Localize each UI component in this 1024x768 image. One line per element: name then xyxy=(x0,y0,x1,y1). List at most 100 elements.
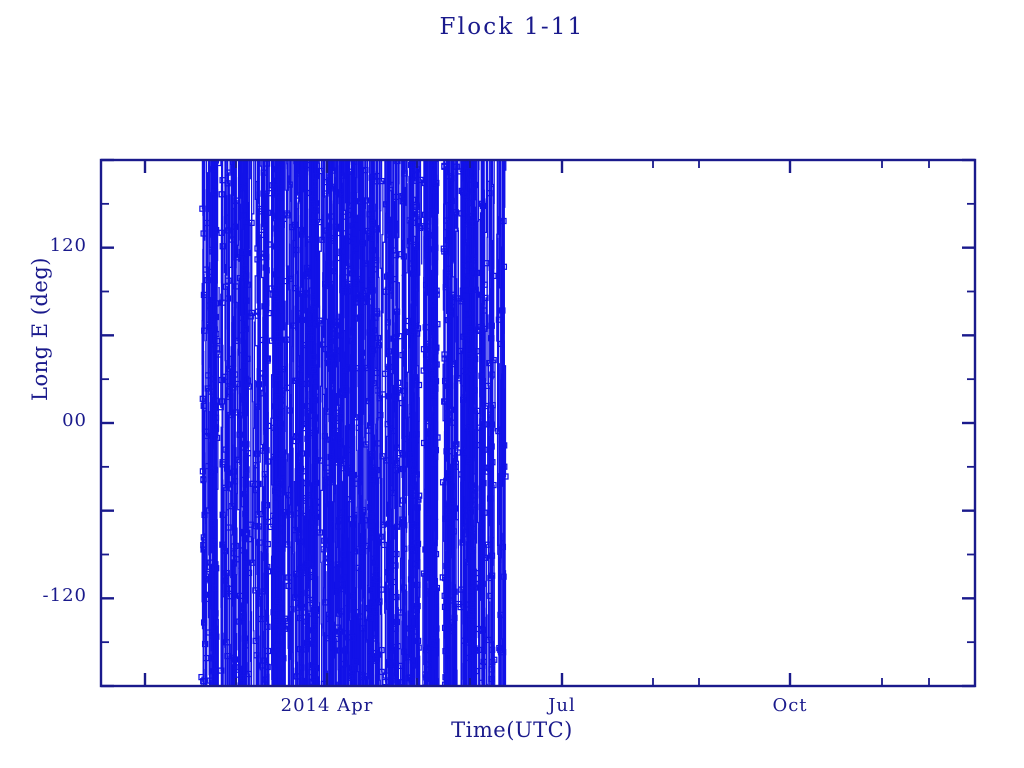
data-point-marker xyxy=(384,319,391,326)
data-point-marker xyxy=(385,520,393,527)
data-point-marker xyxy=(310,304,317,311)
data-point-marker xyxy=(467,508,475,515)
data-point-marker xyxy=(473,269,480,277)
data-point-marker xyxy=(460,396,467,403)
data-point-marker xyxy=(303,403,311,410)
data-point-marker xyxy=(219,461,226,468)
data-point-marker xyxy=(430,187,437,194)
data-point-marker xyxy=(366,422,374,429)
data-point-marker xyxy=(303,560,310,568)
data-point-marker xyxy=(298,450,306,457)
data-point-marker xyxy=(482,402,489,410)
data-point-marker xyxy=(358,349,366,356)
data-point-marker xyxy=(205,372,212,379)
data-point-marker xyxy=(268,337,276,344)
data-point-marker xyxy=(221,547,229,555)
data-point-marker xyxy=(352,548,359,555)
data-point-marker xyxy=(349,592,356,600)
data-point-marker xyxy=(356,475,363,482)
data-point-marker xyxy=(238,248,245,256)
data-point-marker xyxy=(412,492,420,499)
data-point-marker xyxy=(373,308,380,315)
data-point-marker xyxy=(279,366,287,373)
data-track xyxy=(455,161,459,685)
data-point-marker xyxy=(470,349,477,356)
data-point-marker xyxy=(351,511,358,519)
data-point-marker xyxy=(352,245,359,252)
data-point-marker xyxy=(224,393,231,401)
data-track xyxy=(272,161,274,175)
data-point-marker xyxy=(302,512,309,520)
data-point-marker xyxy=(407,161,415,169)
data-point-marker xyxy=(299,646,306,653)
data-point-marker xyxy=(232,283,239,290)
data-point-marker xyxy=(348,168,355,175)
data-point-marker xyxy=(329,185,336,192)
data-point-marker xyxy=(340,289,347,296)
data-point-marker xyxy=(428,369,436,377)
data-point-marker xyxy=(340,551,347,558)
data-point-marker xyxy=(460,367,468,375)
data-point-marker xyxy=(312,513,320,521)
data-point-marker xyxy=(429,208,436,215)
data-point-marker xyxy=(311,623,319,631)
data-point-marker xyxy=(316,529,324,536)
data-point-marker xyxy=(393,444,401,451)
data-point-marker xyxy=(309,305,316,313)
data-point-marker xyxy=(359,673,366,681)
data-point-marker xyxy=(433,344,440,351)
data-point-marker xyxy=(410,270,417,277)
data-point-marker xyxy=(225,593,232,600)
data-track xyxy=(325,192,329,685)
data-point-marker xyxy=(324,559,331,566)
data-point-marker xyxy=(466,352,473,360)
data-point-marker xyxy=(309,600,316,607)
data-point-marker xyxy=(350,161,358,165)
data-point-marker xyxy=(374,387,381,394)
data-track xyxy=(427,161,430,459)
data-point-marker xyxy=(337,441,344,449)
data-point-marker xyxy=(428,522,436,529)
data-point-marker xyxy=(350,471,357,479)
data-point-marker xyxy=(426,231,433,239)
data-point-marker xyxy=(247,521,255,528)
data-point-marker xyxy=(222,283,230,290)
data-point-marker xyxy=(393,593,400,601)
data-point-marker xyxy=(241,535,248,542)
data-point-marker xyxy=(270,453,278,461)
data-point-marker xyxy=(321,537,328,544)
data-point-marker xyxy=(414,540,422,548)
data-point-marker xyxy=(210,375,218,383)
data-point-marker xyxy=(240,396,247,403)
data-point-marker xyxy=(222,484,229,491)
data-point-marker xyxy=(254,450,261,457)
data-point-marker xyxy=(442,674,449,681)
data-point-marker xyxy=(210,538,218,546)
data-point-marker xyxy=(442,284,449,291)
data-point-marker xyxy=(416,492,423,499)
data-point-marker xyxy=(392,334,400,341)
data-point-marker xyxy=(352,279,360,287)
data-point-marker xyxy=(456,347,464,355)
data-point-marker xyxy=(479,662,486,670)
data-point-marker xyxy=(212,610,219,617)
data-point-marker xyxy=(232,478,239,485)
data-point-marker xyxy=(311,449,319,456)
data-point-marker xyxy=(224,169,231,176)
data-point-marker xyxy=(472,647,479,654)
data-point-marker xyxy=(441,351,448,358)
data-point-marker xyxy=(429,280,437,287)
data-point-marker xyxy=(325,359,333,367)
data-track xyxy=(460,350,463,685)
data-point-marker xyxy=(470,613,477,621)
data-point-marker xyxy=(352,315,360,322)
data-point-marker xyxy=(273,565,280,572)
data-track xyxy=(493,161,496,432)
data-track xyxy=(385,161,390,685)
data-point-marker xyxy=(245,569,253,577)
data-point-marker xyxy=(203,595,210,603)
data-track xyxy=(225,161,230,685)
data-point-marker xyxy=(239,674,246,682)
data-point-marker xyxy=(470,501,477,508)
data-point-marker xyxy=(224,227,231,234)
